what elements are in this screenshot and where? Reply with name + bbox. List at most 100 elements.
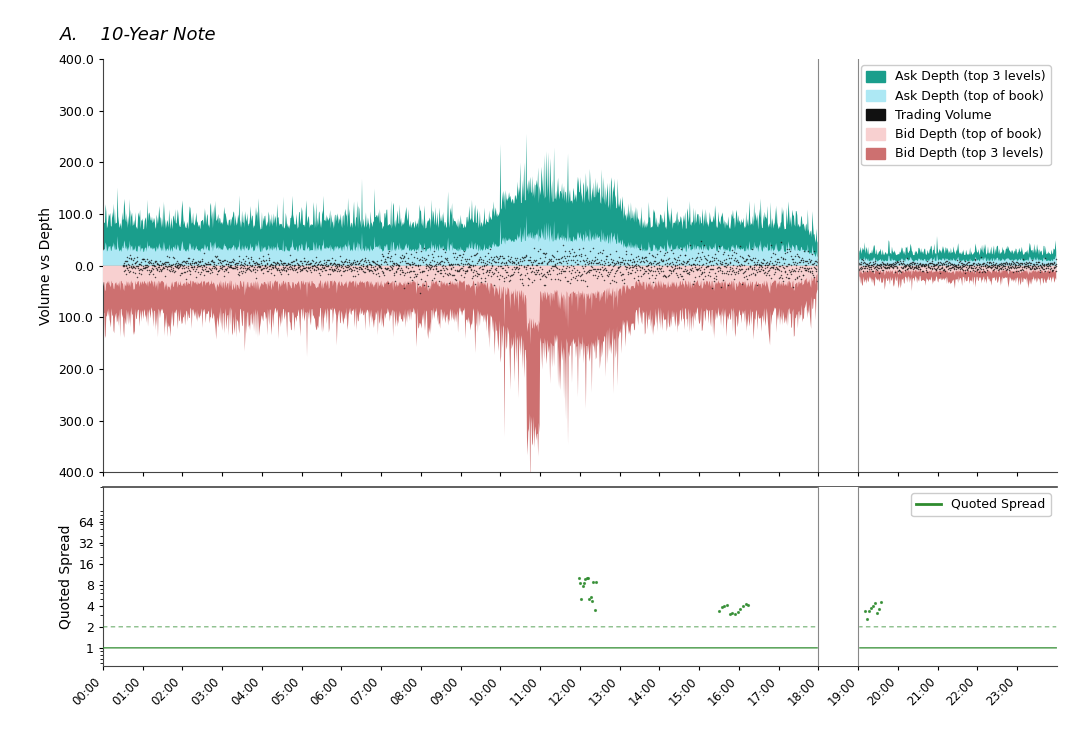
Point xyxy=(792,255,810,266)
Point xyxy=(636,260,654,272)
Point xyxy=(122,252,140,264)
Point xyxy=(606,258,623,269)
Point xyxy=(158,249,176,261)
Point xyxy=(393,249,411,261)
Point xyxy=(919,259,937,271)
Point xyxy=(573,274,591,286)
Point xyxy=(313,259,331,271)
Point xyxy=(453,255,470,266)
Point xyxy=(293,264,310,276)
Point xyxy=(257,262,274,274)
Point xyxy=(990,259,1007,271)
Point xyxy=(560,266,578,278)
Point xyxy=(489,256,506,268)
Point xyxy=(242,260,259,272)
Point xyxy=(442,263,460,275)
Point xyxy=(170,260,188,272)
Point xyxy=(629,265,646,277)
Point xyxy=(390,262,408,274)
Point xyxy=(970,261,988,273)
Point xyxy=(352,262,370,274)
Point xyxy=(376,253,393,265)
Point xyxy=(681,240,698,252)
Point xyxy=(625,255,643,266)
Point xyxy=(141,258,158,269)
Point xyxy=(502,254,519,266)
Point xyxy=(537,270,554,282)
Point xyxy=(281,260,298,272)
Point xyxy=(555,250,572,262)
Point xyxy=(853,261,870,273)
Point xyxy=(228,260,245,272)
Point xyxy=(557,252,575,263)
Point xyxy=(504,255,521,267)
Point xyxy=(133,264,151,276)
Point xyxy=(581,264,598,276)
Point xyxy=(195,259,212,271)
Point xyxy=(681,263,698,275)
Point xyxy=(661,264,679,276)
Point xyxy=(326,258,344,270)
Point xyxy=(441,259,459,271)
Point xyxy=(991,258,1008,269)
Point xyxy=(786,273,803,285)
Point xyxy=(938,258,955,270)
Point xyxy=(550,253,567,265)
Point xyxy=(361,264,378,276)
Point xyxy=(167,265,184,277)
Point xyxy=(958,259,976,271)
Point xyxy=(217,258,234,270)
Point xyxy=(199,265,217,277)
Point xyxy=(233,267,250,279)
Point xyxy=(271,266,288,278)
Point xyxy=(597,264,615,276)
Point xyxy=(1012,257,1030,269)
Point xyxy=(1041,266,1058,278)
Point xyxy=(185,258,203,269)
Point xyxy=(678,266,695,278)
Point xyxy=(1015,253,1032,265)
Point xyxy=(412,245,429,257)
Point xyxy=(570,243,588,255)
Point xyxy=(789,265,806,277)
Point xyxy=(117,269,134,280)
Point xyxy=(862,261,879,273)
Point xyxy=(237,264,255,276)
Point xyxy=(520,255,538,266)
Point xyxy=(228,263,245,275)
Point xyxy=(488,250,505,262)
Point xyxy=(508,252,526,263)
Point xyxy=(779,272,797,284)
Point xyxy=(891,255,908,267)
Point xyxy=(301,261,319,273)
Point xyxy=(915,260,932,272)
Point xyxy=(805,246,823,258)
Point xyxy=(559,275,577,287)
Point xyxy=(1032,260,1049,272)
Point xyxy=(935,258,953,270)
Point xyxy=(512,254,529,266)
Point xyxy=(459,265,476,277)
Point xyxy=(921,262,939,274)
Point xyxy=(754,257,772,269)
Point xyxy=(412,273,429,285)
Point xyxy=(885,263,902,275)
Point xyxy=(785,258,802,269)
Point xyxy=(651,263,669,275)
Bar xyxy=(818,59,859,472)
Point xyxy=(628,258,645,270)
Point xyxy=(746,268,763,280)
Point xyxy=(192,259,209,271)
Point xyxy=(278,264,295,276)
Point xyxy=(735,255,752,266)
Point xyxy=(139,254,156,266)
Point xyxy=(802,255,820,266)
Point xyxy=(152,255,169,267)
Point xyxy=(954,260,971,272)
Point xyxy=(291,266,308,278)
Point xyxy=(354,260,372,272)
Point xyxy=(606,258,623,270)
Point xyxy=(720,252,737,264)
Point xyxy=(648,263,666,275)
Point xyxy=(660,264,678,276)
